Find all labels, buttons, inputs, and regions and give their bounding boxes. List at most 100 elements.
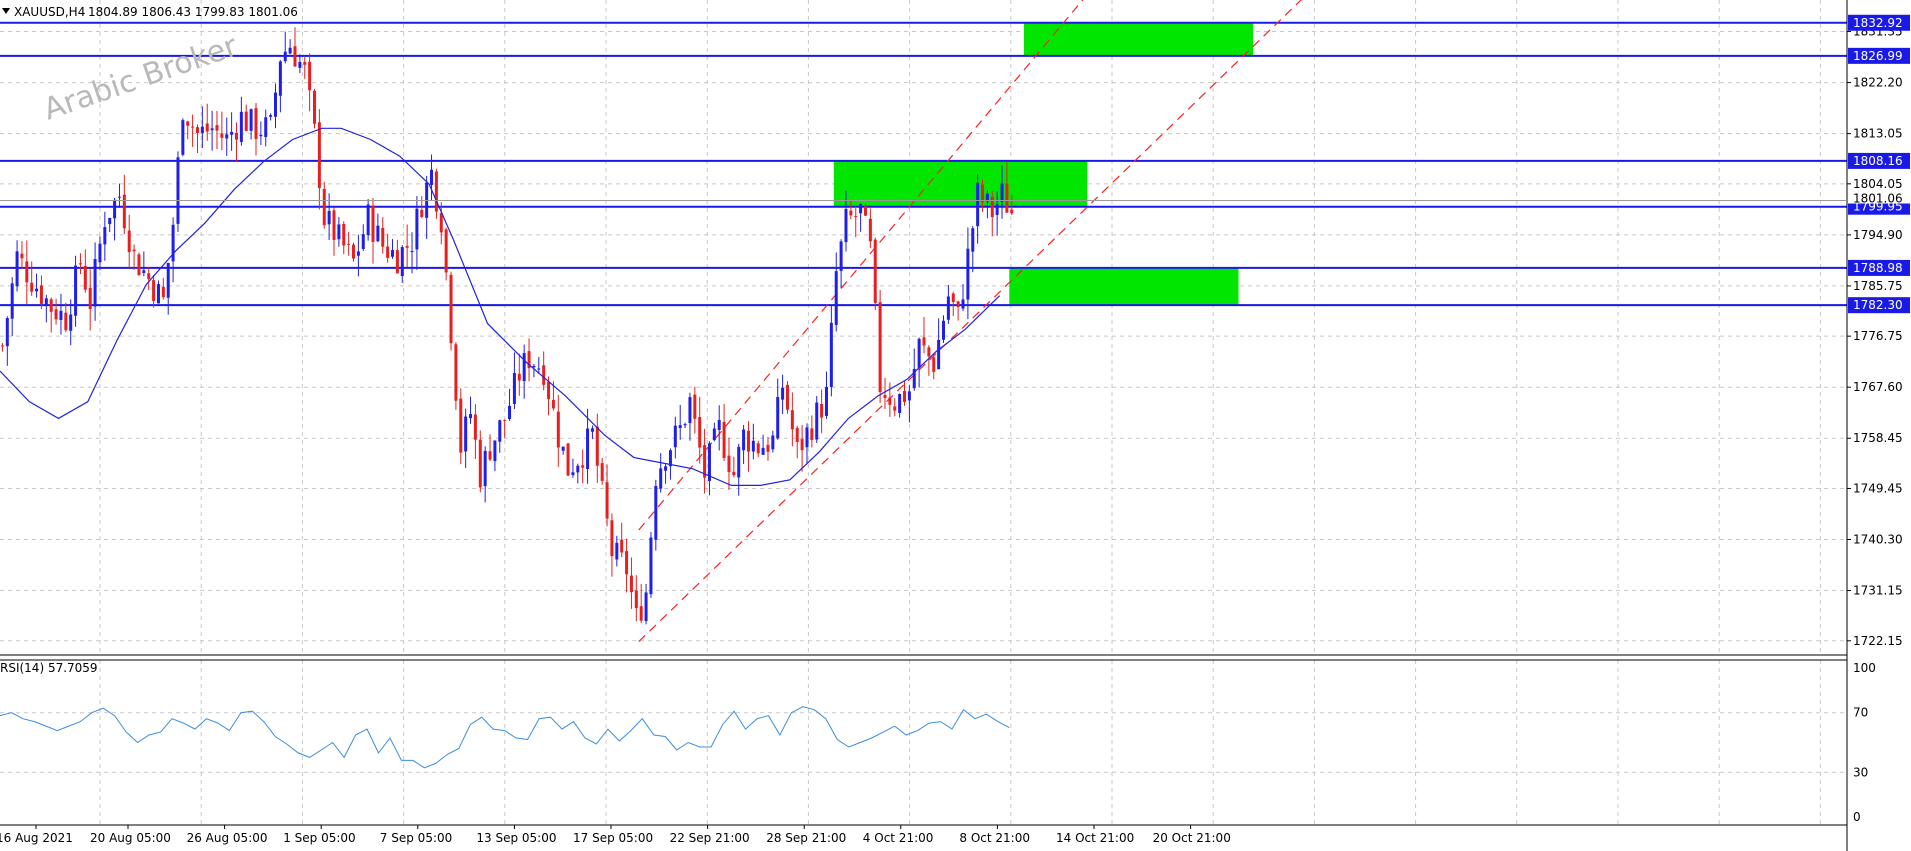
candle-body <box>10 283 14 319</box>
candle-body <box>615 542 619 560</box>
candle-body <box>376 225 380 242</box>
candle-body <box>966 248 970 300</box>
candle-body <box>254 108 258 139</box>
candle-body <box>386 246 390 258</box>
candle-body <box>834 271 838 325</box>
candle-body <box>942 320 946 340</box>
candle-body <box>220 133 224 138</box>
chevron-down-icon[interactable] <box>2 8 10 14</box>
candle-body <box>5 318 9 347</box>
candle-body <box>469 414 473 419</box>
target-zone <box>1023 22 1254 56</box>
candle-body <box>981 184 985 203</box>
x-tick-label: 17 Sep 05:00 <box>573 831 653 845</box>
candle-body <box>868 218 872 242</box>
candle-body <box>147 273 151 280</box>
level-price-tag-bg <box>1848 14 1910 31</box>
candle-body <box>703 445 707 478</box>
candle-body <box>230 131 234 135</box>
candle-body <box>600 463 604 481</box>
candle-body <box>629 575 633 593</box>
x-tick-label: 20 Aug 05:00 <box>90 831 171 845</box>
candle-body <box>352 244 356 259</box>
candle-body <box>742 429 746 451</box>
candle-body <box>44 298 48 306</box>
rsi-indicator <box>0 706 1010 769</box>
candle-body <box>517 373 521 381</box>
candle-body <box>863 206 867 216</box>
candle-body <box>732 471 736 476</box>
x-tick-label: 16 Aug 2021 <box>0 831 73 845</box>
x-tick-label: 14 Oct 21:00 <box>1056 831 1134 845</box>
ohlc-readout: 1804.89 1806.43 1799.83 1801.06 <box>88 5 298 19</box>
candle-body <box>98 243 102 263</box>
candle-body <box>907 391 911 401</box>
candle-body <box>820 403 824 418</box>
candle-body <box>464 416 468 452</box>
candle-body <box>688 397 692 424</box>
candle-body <box>444 229 448 273</box>
candle-body <box>527 351 531 369</box>
candle-body <box>327 210 331 225</box>
candle-body <box>181 120 185 155</box>
rsi-tick-label: 0 <box>1853 810 1861 824</box>
channel-line <box>638 0 1302 643</box>
target-zone <box>1009 267 1239 306</box>
moving-average-line <box>0 127 1001 486</box>
candle-body <box>693 394 697 419</box>
candle-body <box>839 241 843 271</box>
candle-body <box>522 353 526 382</box>
candle-body <box>191 126 195 128</box>
candle-body <box>205 123 209 132</box>
candle-body <box>410 251 414 253</box>
candle-body <box>902 390 906 402</box>
level-price-tag-bg <box>1848 47 1910 64</box>
candle-body <box>308 61 312 91</box>
candle-body <box>537 368 541 370</box>
candle-body <box>488 451 492 460</box>
candle-body <box>313 90 317 124</box>
y-tick-label: 1804.05 <box>1853 177 1903 191</box>
candle-body <box>503 419 507 421</box>
candle-body <box>737 446 741 478</box>
candle-body <box>751 440 755 452</box>
candle-body <box>478 439 482 488</box>
candle-body <box>127 230 131 253</box>
candle-body <box>937 339 941 370</box>
candle-body <box>790 410 794 430</box>
candle-body <box>668 450 672 467</box>
candle-body <box>142 270 146 273</box>
candle-body <box>259 134 263 137</box>
candle-body <box>322 188 326 226</box>
x-tick-label: 26 Aug 05:00 <box>187 831 268 845</box>
channel-line <box>638 0 1084 531</box>
candle-body <box>337 224 341 240</box>
candle-body <box>620 539 624 553</box>
y-tick-label: 1767.60 <box>1853 380 1903 394</box>
candle-body <box>137 254 141 276</box>
candle-body <box>586 428 590 469</box>
level-price-tag: 1832.92 <box>1853 16 1903 30</box>
price-candles <box>0 27 1014 625</box>
candle-body <box>117 196 121 198</box>
candle-body <box>712 428 716 441</box>
candle-body <box>605 482 609 519</box>
candle-body <box>815 402 819 440</box>
candle-body <box>649 537 653 595</box>
candle-body <box>93 259 97 307</box>
candle-body <box>39 285 43 304</box>
candle-body <box>371 205 375 242</box>
candle-body <box>805 427 809 448</box>
candle-body <box>785 384 789 410</box>
candle-body <box>400 247 404 277</box>
candle-body <box>215 125 219 131</box>
level-price-tag: 1826.99 <box>1853 49 1903 63</box>
candle-body <box>717 420 721 430</box>
candle-body <box>634 590 638 609</box>
candle-body <box>459 398 463 453</box>
candle-body <box>288 47 292 54</box>
candle-body <box>434 171 438 212</box>
horizontal-levels <box>0 21 1847 307</box>
candle-body <box>508 405 512 420</box>
